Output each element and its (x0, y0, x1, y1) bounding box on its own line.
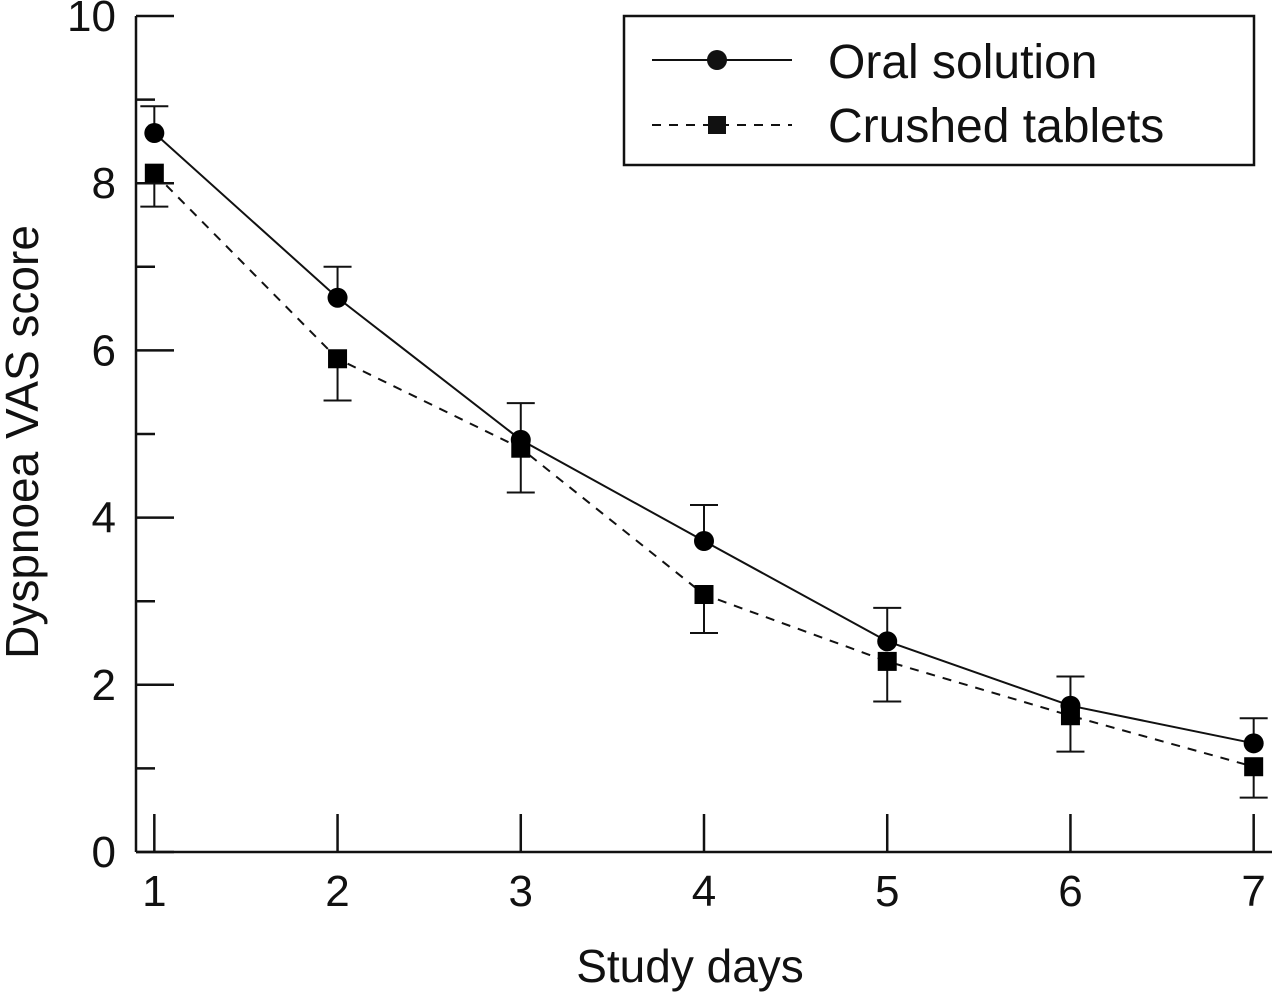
y-tick-label: 8 (92, 159, 116, 208)
data-point-square (877, 651, 897, 671)
data-point-square (1244, 757, 1264, 777)
data-point-circle (144, 123, 165, 144)
x-axis-title: Study days (576, 940, 804, 992)
y-tick-label: 4 (92, 494, 116, 543)
legend-crushed-tablets-marker (708, 116, 726, 134)
series-layer (140, 105, 1268, 799)
y-tick-label: 6 (92, 326, 116, 375)
y-tick-label: 2 (92, 661, 116, 710)
x-tick-label: 3 (509, 867, 533, 916)
legend: Oral solution Crushed tablets (622, 14, 1256, 167)
data-point-square (144, 163, 164, 183)
x-tick-label: 7 (1241, 867, 1265, 916)
data-point-circle (877, 631, 898, 652)
data-point-circle (694, 531, 714, 552)
y-tick-label: 10 (67, 0, 116, 41)
legend-crushed-tablets-label: Crushed tablets (828, 100, 1164, 153)
x-tick-label: 1 (142, 867, 166, 916)
y-axis-title: Dyspnoea VAS score (0, 225, 48, 659)
data-point-square (694, 585, 714, 605)
legend-oral-solution-label: Oral solution (828, 36, 1097, 89)
data-point-circle (327, 287, 348, 308)
series-line (153, 172, 1254, 768)
data-point-square (328, 349, 348, 369)
legend-box (622, 14, 1256, 167)
x-tick-label: 5 (875, 867, 899, 916)
data-point-circle (1243, 733, 1264, 754)
series-crushed-tablets (140, 163, 1268, 799)
x-tick-label: 4 (692, 867, 716, 916)
y-tick-label: 0 (92, 828, 116, 877)
series-line (153, 132, 1254, 745)
data-point-square (511, 438, 531, 458)
x-tick-label: 2 (325, 867, 349, 916)
series-oral-solution (140, 105, 1268, 754)
x-tick-label: 6 (1058, 867, 1082, 916)
data-point-square (1060, 706, 1080, 726)
legend-oral-solution-marker (707, 50, 727, 70)
